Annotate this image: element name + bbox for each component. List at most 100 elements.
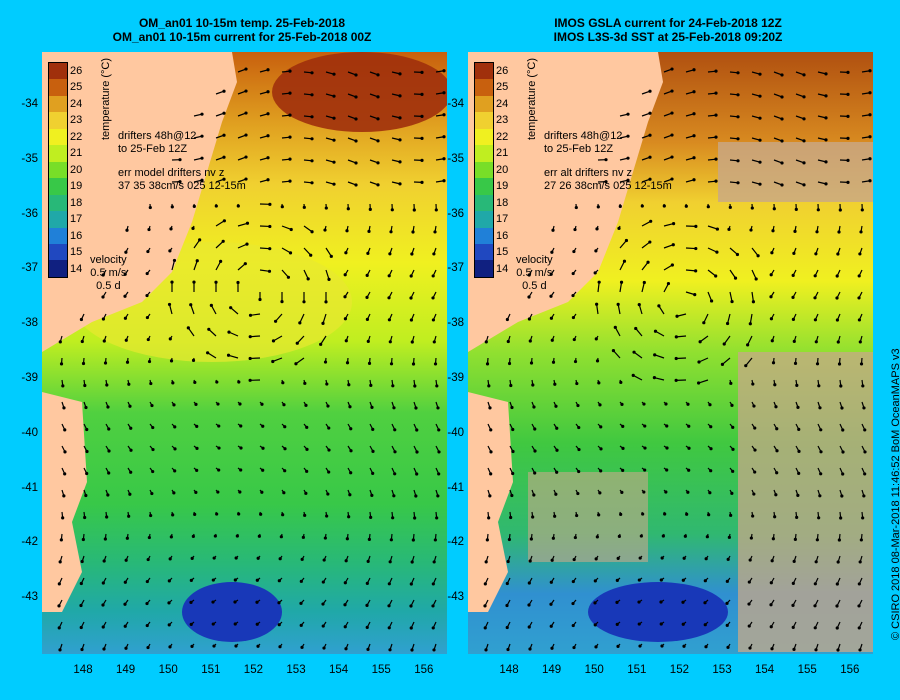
colorbar-label: 14 xyxy=(496,262,509,275)
velocity-arrow-head xyxy=(550,558,554,562)
velocity-arrow-head xyxy=(354,117,358,121)
velocity-arrow-head xyxy=(365,581,369,585)
velocity-arrow-head xyxy=(332,138,336,142)
velocity-arrow-head xyxy=(387,626,391,630)
velocity-arrow-head xyxy=(310,71,314,75)
velocity-arrow-head xyxy=(365,295,369,299)
velocity-arrow-head xyxy=(696,381,701,385)
latitude-label: -42 xyxy=(21,536,38,549)
velocity-arrow-head xyxy=(255,622,259,626)
velocity-arrow-head xyxy=(648,240,652,244)
velocity-arrow-head xyxy=(527,273,531,277)
velocity-arrow-head xyxy=(288,135,292,139)
velocity-arrow-head xyxy=(549,316,554,320)
velocity-arrow-head xyxy=(555,448,559,452)
velocity-arrow-head xyxy=(234,556,238,560)
velocity-arrow xyxy=(707,247,718,253)
velocity-arrow-head xyxy=(648,155,652,159)
velocity-arrow xyxy=(654,377,665,381)
velocity-arrow-head xyxy=(857,318,862,322)
velocity-arrow-head xyxy=(281,513,285,517)
velocity-arrow-head xyxy=(238,490,242,494)
velocity-arrow-head xyxy=(332,160,336,164)
velocity-arrow-head xyxy=(575,381,579,386)
colorbar-swatch xyxy=(49,128,67,146)
velocity-arrow-head xyxy=(229,306,233,310)
velocity-arrow-head xyxy=(85,427,89,432)
velocity-arrow-head xyxy=(145,271,149,276)
velocity-arrow-head xyxy=(643,468,647,472)
velocity-arrow-head xyxy=(771,361,776,365)
error-stats-line2: 37 35 38cm/s 025 12-15m xyxy=(118,180,246,192)
velocity-arrow-head xyxy=(619,280,624,284)
velocity-arrow-head xyxy=(528,339,532,343)
velocity-arrow-head xyxy=(815,230,819,234)
longitude-label: 151 xyxy=(627,664,647,676)
velocity-arrow-head xyxy=(707,513,711,517)
velocity-arrow-head xyxy=(775,427,779,431)
velocity-arrow-head xyxy=(244,111,248,115)
colorbar-title: temperature (°C) xyxy=(100,57,112,140)
velocity-arrow-head xyxy=(146,249,150,254)
velocity-arrow-head xyxy=(802,117,806,121)
velocity-arrow xyxy=(215,220,225,227)
velocity-arrow-head xyxy=(703,601,707,605)
velocity-arrow-head xyxy=(266,112,270,116)
velocity-arrow xyxy=(259,247,270,250)
velocity-arrow-head xyxy=(244,89,248,93)
velocity-arrow-head xyxy=(749,228,753,232)
velocity-arrow-head xyxy=(802,183,806,187)
velocity-arrow-head xyxy=(487,384,491,388)
velocity-arrow-head xyxy=(509,515,513,520)
velocity-arrow-head xyxy=(527,317,532,321)
velocity-arrow-head xyxy=(824,160,828,164)
velocity-arrow-head xyxy=(489,472,493,476)
velocity-arrow-head xyxy=(819,450,823,454)
velocity-arrow-head xyxy=(319,342,323,346)
velocity-arrow-head xyxy=(84,493,88,498)
velocity-arrow-head xyxy=(528,647,532,651)
velocity-arrow-head xyxy=(387,296,391,300)
velocity-arrow-head xyxy=(195,446,199,450)
velocity-arrow-head xyxy=(615,578,619,582)
velocity-arrow-head xyxy=(388,648,392,652)
velocity-arrow-head xyxy=(323,228,327,232)
velocity-arrow-head xyxy=(571,623,575,628)
colorbar-label: 19 xyxy=(70,180,83,193)
velocity-arrow-head xyxy=(235,534,239,538)
velocity-arrow-head xyxy=(639,534,643,538)
velocity-arrow-head xyxy=(758,94,762,98)
velocity-arrow-head xyxy=(813,582,817,586)
velocity-arrow-head xyxy=(124,250,128,254)
velocity-arrow xyxy=(641,261,649,271)
velocity-arrow-head xyxy=(860,208,864,212)
velocity-arrow-head xyxy=(841,472,845,476)
velocity-arrow-head xyxy=(124,338,128,342)
velocity-arrow-head xyxy=(815,538,819,542)
velocity-arrow-head xyxy=(259,512,263,516)
velocity-arrow-head xyxy=(814,648,818,652)
velocity-arrow-head xyxy=(729,513,733,517)
velocity-arrow-head xyxy=(189,622,193,626)
velocity-arrow-head xyxy=(670,263,674,267)
velocity-arrow xyxy=(729,291,733,302)
velocity-arrow xyxy=(272,357,283,363)
velocity-arrow-head xyxy=(859,230,863,234)
velocity-arrow-head xyxy=(271,359,275,364)
velocity-arrow xyxy=(299,313,305,324)
velocity-arrow-head xyxy=(573,227,577,232)
velocity-arrow-head xyxy=(211,578,215,582)
velocity-arrow-head xyxy=(245,242,249,246)
velocity-arrow-head xyxy=(754,277,758,281)
velocity-arrow-head xyxy=(172,491,176,495)
velocity-arrow xyxy=(663,264,673,271)
velocity-arrow-head xyxy=(619,380,623,384)
velocity-arrow-head xyxy=(597,513,601,517)
velocity-arrow xyxy=(745,357,753,367)
velocity-arrow-head xyxy=(859,538,863,542)
velocity-arrow-head xyxy=(309,253,313,257)
velocity-arrow-head xyxy=(222,177,226,181)
velocity-arrow-head xyxy=(327,426,331,430)
velocity-arrow-head xyxy=(572,249,576,254)
velocity-arrow-head xyxy=(571,271,575,276)
